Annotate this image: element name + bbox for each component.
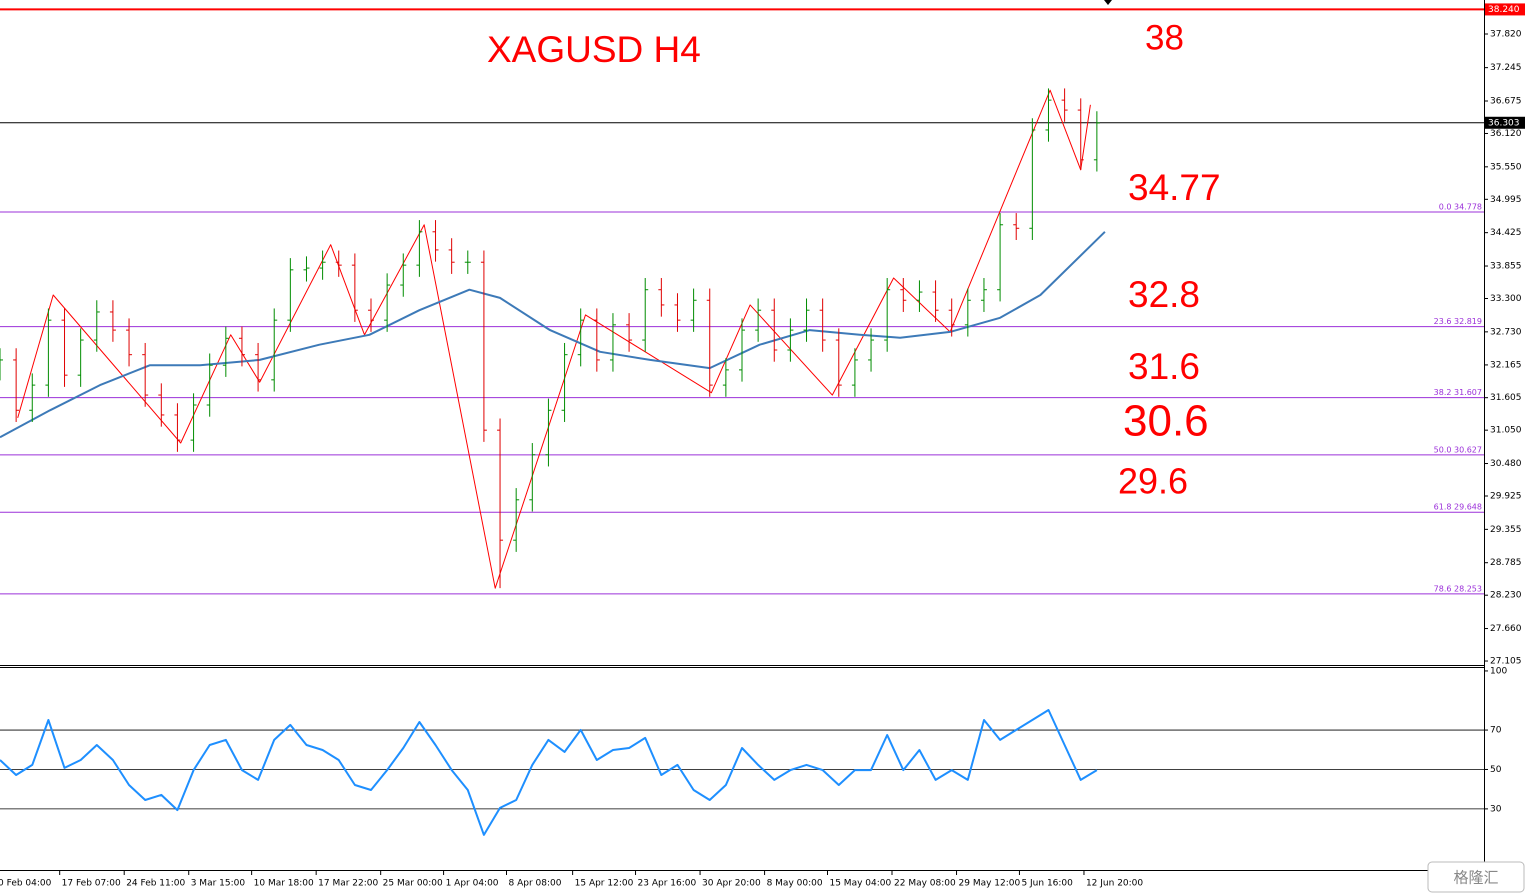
x-tick-label: 17 Feb 07:00 xyxy=(62,879,121,889)
x-tick-label: 24 Feb 11:00 xyxy=(126,879,185,889)
level-label: 23.6 32.819 xyxy=(1434,317,1482,326)
y-tick-label: 31.605 xyxy=(1490,393,1522,403)
zigzag xyxy=(17,89,1091,589)
x-tick-label: 8 May 00:00 xyxy=(767,879,823,889)
y-tick-label: 27.660 xyxy=(1490,624,1522,634)
annotation: 29.6 xyxy=(1118,461,1188,502)
y-tick-label: 35.550 xyxy=(1490,162,1522,172)
level-label: 0.0 34.778 xyxy=(1439,203,1482,212)
y-tick-label: 37.820 xyxy=(1490,29,1522,39)
x-tick-label: 1 Apr 04:00 xyxy=(446,879,499,889)
y-tick-label: 32.165 xyxy=(1490,360,1522,370)
y-tick-label: 100 xyxy=(1490,666,1507,676)
plot: 37.820 37.245 36.675 36.120 35.550 34.995 34.4… xyxy=(0,3,1525,889)
annotation: 34.77 xyxy=(1128,167,1221,208)
x-tick-label: 12 Jun 20:00 xyxy=(1086,879,1143,889)
y-tick-label: 36.120 xyxy=(1490,129,1522,139)
y-tick-label: 30 xyxy=(1490,804,1502,814)
price-tag-label: 36.303 xyxy=(1488,118,1520,128)
y-tick-label: 28.230 xyxy=(1490,591,1522,601)
y-tick-label: 34.995 xyxy=(1490,195,1522,205)
y-tick-label: 33.300 xyxy=(1490,294,1522,304)
y-tick-label: 31.050 xyxy=(1490,426,1522,436)
x-tick-label: 5 Jun 16:00 xyxy=(1021,879,1073,889)
x-tick-label: 10 Feb 04:00 xyxy=(0,879,52,889)
y-tick-label: 37.245 xyxy=(1490,63,1522,73)
y-tick-label: 28.785 xyxy=(1490,558,1522,568)
y-tick-label: 30.480 xyxy=(1490,459,1522,469)
x-tick-label: 23 Apr 16:00 xyxy=(638,879,697,889)
y-tick-label: 34.425 xyxy=(1490,228,1522,238)
x-tick-label: 25 Mar 00:00 xyxy=(383,879,443,889)
annotation: 32.8 xyxy=(1128,274,1200,315)
chart-title: XAGUSD H4 xyxy=(487,29,701,70)
shift-marker xyxy=(1104,0,1112,5)
x-tick-label: 10 Mar 18:00 xyxy=(254,879,314,889)
level-label: 61.8 29.648 xyxy=(1434,503,1482,512)
moving-average xyxy=(0,231,1106,439)
annotation: 38 xyxy=(1145,18,1184,57)
y-tick-label: 29.355 xyxy=(1490,525,1522,535)
y-tick-label: 70 xyxy=(1490,726,1502,736)
x-tick-label: 15 Apr 12:00 xyxy=(575,879,634,889)
x-tick-label: 17 Mar 22:00 xyxy=(318,879,378,889)
price-tag xyxy=(1485,3,1525,16)
y-tick-label: 36.675 xyxy=(1490,97,1522,107)
level-label: 78.6 28.253 xyxy=(1434,584,1482,593)
level-label: 38.2 31.607 xyxy=(1434,388,1482,397)
level-label: 50.0 30.627 xyxy=(1434,445,1482,454)
watermark-box xyxy=(1427,861,1525,893)
y-tick-label: 32.730 xyxy=(1490,327,1522,337)
x-tick-label: 15 May 04:00 xyxy=(829,879,891,889)
x-tick-label: 8 Apr 08:00 xyxy=(508,879,561,889)
x-tick-label: 22 May 08:00 xyxy=(894,879,956,889)
price-tag xyxy=(1485,116,1525,129)
watermark: 格隆汇 xyxy=(1453,869,1498,887)
y-tick-label: 50 xyxy=(1490,765,1502,775)
x-tick-label: 30 Apr 20:00 xyxy=(702,879,761,889)
annotation: 30.6 xyxy=(1123,397,1209,446)
y-tick-label: 29.925 xyxy=(1490,491,1522,501)
y-tick-label: 33.855 xyxy=(1490,262,1522,272)
x-tick-label: 29 May 12:00 xyxy=(959,879,1021,889)
price-tag-label: 38.240 xyxy=(1488,5,1520,15)
y-tick-label: 27.105 xyxy=(1490,657,1522,667)
rsi-line xyxy=(0,709,1098,836)
x-tick-label: 3 Mar 15:00 xyxy=(191,879,246,889)
annotation: 31.6 xyxy=(1128,346,1200,387)
